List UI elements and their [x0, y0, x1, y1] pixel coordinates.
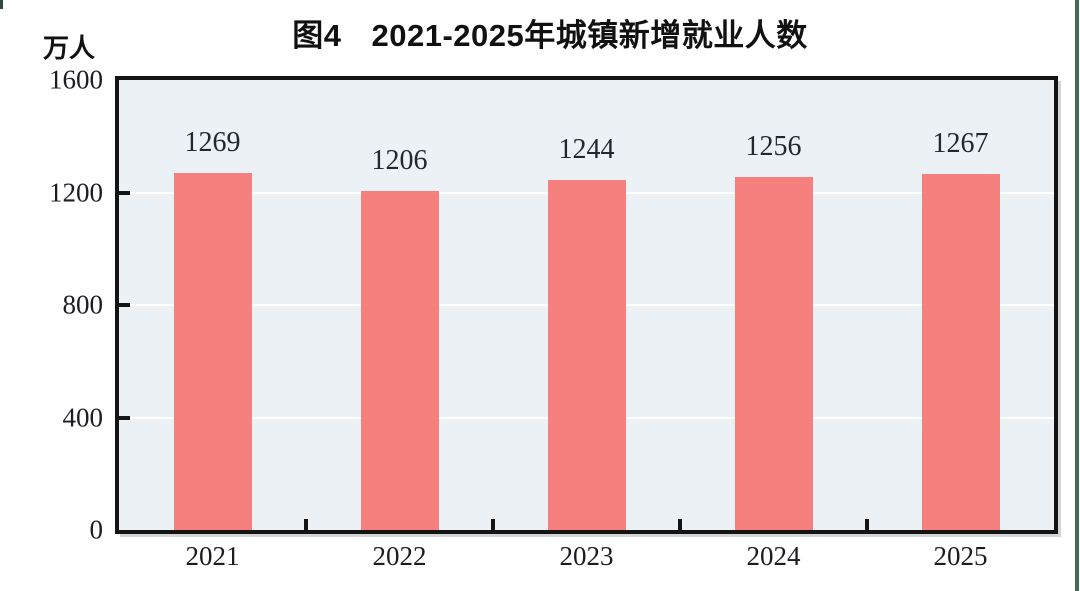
bar-2025	[921, 173, 1000, 530]
y-tick-mark-400	[119, 415, 130, 420]
x-tick-mark	[304, 519, 308, 530]
x-tick-mark	[678, 519, 682, 530]
bar-2021	[173, 173, 252, 530]
scan-artifact-right-line	[1075, 0, 1079, 591]
y-tick-mark-800	[119, 303, 130, 307]
scan-artifact-topleft-mark	[0, 0, 3, 9]
bar-value-label: 1244	[558, 134, 615, 166]
bar-2023	[547, 180, 626, 530]
y-tick-mark-1200	[119, 190, 130, 195]
y-axis-tick-label: 1200	[49, 177, 103, 207]
bar-value-label: 1267	[932, 127, 989, 159]
y-axis-tick-label: 0	[89, 514, 104, 545]
bar-value-label: 1269	[184, 127, 241, 159]
chart-title-text: 2021-2025年城镇新增就业人数	[371, 18, 808, 53]
x-tick-mark	[865, 519, 869, 530]
plot-area: 1269 1206 1244 1256 1267	[115, 76, 1058, 534]
bar-value-label: 1206	[371, 144, 428, 176]
bar-2022	[360, 190, 439, 530]
y-axis-tick-label: 800	[62, 289, 104, 320]
x-axis-tick-label: 2025	[933, 541, 988, 571]
y-axis-tick-label: 400	[62, 402, 104, 432]
x-axis-tick-label: 2021	[185, 541, 240, 571]
x-axis-tick-label: 2024	[746, 541, 801, 571]
chart-title-prefix: 图4	[292, 18, 342, 53]
plot-inner: 1269 1206 1244 1256 1267	[119, 80, 1054, 530]
x-tick-mark	[491, 519, 495, 530]
y-axis-unit-label: 万人	[43, 33, 96, 63]
y-axis-tick-label: 1600	[49, 64, 103, 95]
bar-value-label: 1256	[745, 130, 802, 162]
bar-2024	[734, 176, 813, 530]
chart-title: 图4 2021-2025年城镇新增就业人数	[10, 10, 1080, 55]
x-axis-tick-label: 2023	[559, 541, 614, 571]
x-axis-tick-label: 2022	[372, 541, 427, 571]
